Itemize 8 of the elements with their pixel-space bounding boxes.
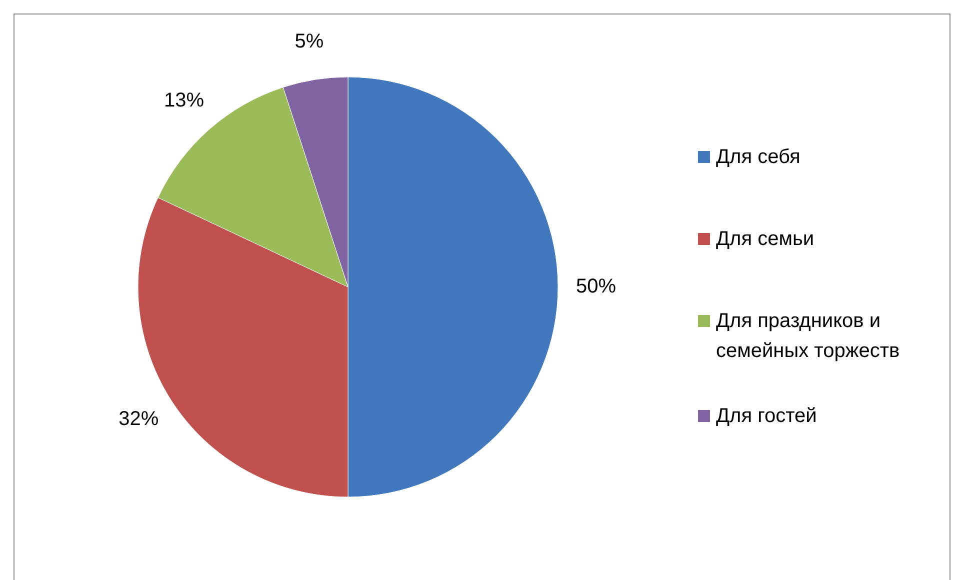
legend-label: Для праздников и семейных торжеств <box>716 310 900 362</box>
data-label: 5% <box>294 30 324 52</box>
legend-label: Для себя <box>716 146 800 168</box>
legend-label: Для семьи <box>716 228 814 250</box>
data-label: 13% <box>164 89 204 112</box>
data-label: 32% <box>118 408 159 430</box>
legend-label: Для гостей <box>716 405 817 428</box>
data-label: 50% <box>576 275 616 298</box>
